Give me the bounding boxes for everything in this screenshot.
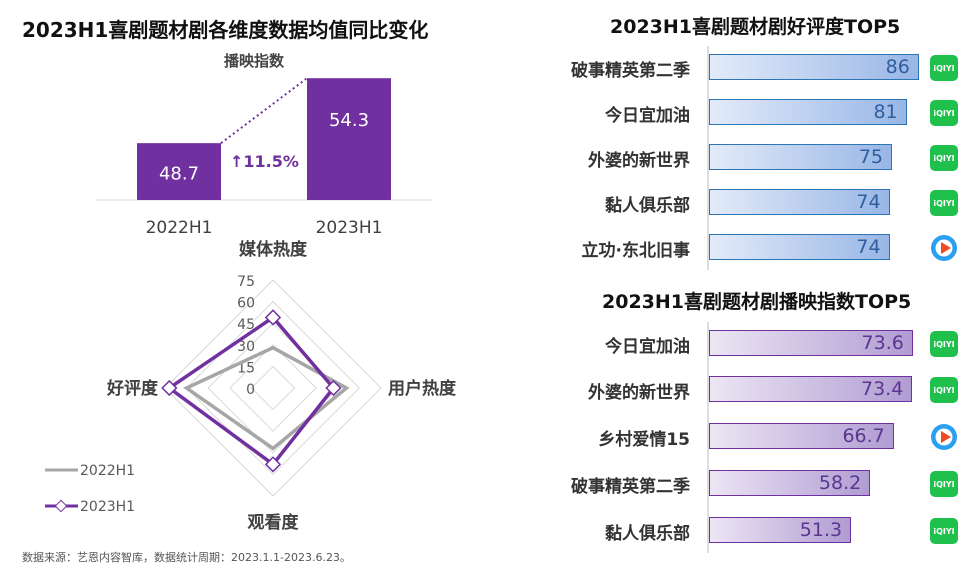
iqiyi-logo-icon: iQIYI <box>930 471 958 497</box>
trend-line <box>220 77 308 144</box>
data-label: 74 <box>856 191 881 213</box>
left-title: 2023H1喜剧题材剧各维度数据均值同比变化 <box>22 18 429 42</box>
y-axis-line <box>707 322 709 553</box>
source-note: 数据来源：艺恩内容智库，数据统计周期：2023.1.1-2023.6.23。 <box>22 551 351 564</box>
bar: 86 <box>709 54 919 80</box>
legend-marker <box>54 499 68 513</box>
iqiyi-logo-icon: iQIYI <box>930 55 958 81</box>
axis-label: 媒体热度 <box>239 240 308 260</box>
data-label: 73.4 <box>861 378 904 400</box>
growth-annotation: ↑11.5% <box>230 152 299 171</box>
radial-tick: 30 <box>237 339 255 355</box>
tick-label: 2023H1 <box>316 218 383 238</box>
category-label: 破事精英第二季 <box>571 61 690 81</box>
axis-label: 用户热度 <box>388 378 457 399</box>
data-label: 73.6 <box>861 332 904 354</box>
iqiyi-logo-icon: iQIYI <box>930 377 958 403</box>
category-label: 今日宜加油 <box>605 337 690 357</box>
legend-label: 2022H1 <box>80 463 135 479</box>
category-label: 破事精英第二季 <box>571 477 690 497</box>
bar: 58.2 <box>709 470 871 496</box>
iqiyi-logo-icon: iQIYI <box>930 190 958 216</box>
iqiyi-logo-icon: iQIYI <box>930 518 958 544</box>
radial-tick: 45 <box>237 317 255 333</box>
data-marker <box>264 309 282 326</box>
data-label: 58.2 <box>818 472 862 494</box>
data-label: 81 <box>873 101 898 123</box>
grid-ring <box>229 344 317 432</box>
category-label: 立功·东北旧事 <box>581 241 690 261</box>
tick-label: 2022H1 <box>146 218 213 238</box>
legend-label: 2023H1 <box>80 499 135 515</box>
category-label: 黏人俱乐部 <box>605 196 690 216</box>
bar: 51.3 <box>709 517 852 543</box>
bar <box>137 143 221 200</box>
radial-tick: 0 <box>246 382 255 398</box>
bar: 81 <box>709 99 907 125</box>
bar: 75 <box>709 144 892 170</box>
axis-label: 观看度 <box>247 512 300 533</box>
category-label: 外婆的新世界 <box>588 151 690 171</box>
bar: 74 <box>709 234 890 260</box>
iqiyi-logo-icon: iQIYI <box>930 100 958 126</box>
top5-play-title: 2023H1喜剧题材剧播映指数TOP5 <box>602 291 912 313</box>
grid-ring <box>207 322 339 454</box>
bar: 66.7 <box>709 423 894 449</box>
data-label: 75 <box>858 146 883 168</box>
grid-ring <box>185 300 361 476</box>
data-label: 54.3 <box>329 110 369 131</box>
bar <box>307 78 391 200</box>
data-marker <box>325 379 342 397</box>
bar: 73.4 <box>709 376 913 402</box>
data-label: 66.7 <box>842 425 885 447</box>
category-label: 今日宜加油 <box>605 106 690 126</box>
category-label: 外婆的新世界 <box>588 383 690 403</box>
data-label: 48.7 <box>159 164 199 185</box>
tencent-video-logo-icon <box>931 235 957 261</box>
iqiyi-logo-icon: iQIYI <box>930 331 958 357</box>
data-label: 74 <box>856 236 881 258</box>
data-label: 51.3 <box>799 519 843 541</box>
axis-label: 好评度 <box>106 378 159 399</box>
vertical-bar-chart: 48.7 2022H1 54.3 2023H1 ↑11.5% <box>95 77 432 238</box>
grid-ring <box>250 365 296 411</box>
data-marker <box>161 379 178 397</box>
top5-rating-title: 2023H1喜剧题材剧好评度TOP5 <box>610 16 901 38</box>
radial-tick: 60 <box>237 296 255 312</box>
bar: 73.6 <box>709 330 913 356</box>
category-label: 黏人俱乐部 <box>605 524 690 544</box>
bar-subtitle: 播映指数 <box>224 52 285 70</box>
data-marker <box>264 456 282 473</box>
category-label: 乡村爱情15 <box>598 430 690 450</box>
grid-ring <box>164 279 382 497</box>
bar: 74 <box>709 189 890 215</box>
data-label: 86 <box>885 56 910 78</box>
y-axis-line <box>707 46 709 270</box>
radial-tick: 75 <box>237 274 255 290</box>
tencent-video-logo-icon <box>931 424 957 450</box>
iqiyi-logo-icon: iQIYI <box>930 145 958 171</box>
radial-tick: 15 <box>237 360 255 376</box>
